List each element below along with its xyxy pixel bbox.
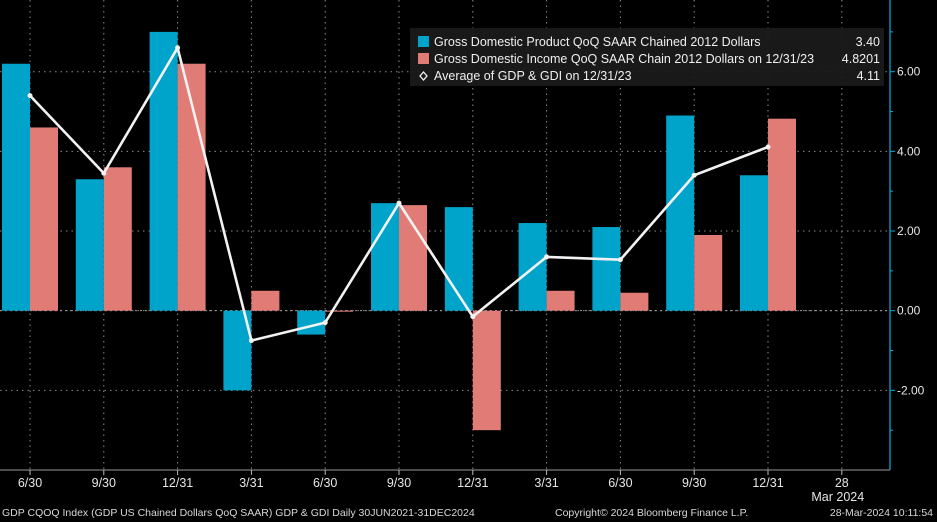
y-tick-label: -2.00 [897,383,925,397]
gdp-bar [740,175,768,311]
gdi-bar [768,118,796,311]
gdi-bar [251,290,280,311]
y-tick-label: 2.00 [897,224,921,238]
gdi-bar [103,167,132,311]
legend-label: Gross Domestic Income QoQ SAAR Chain 201… [434,52,814,66]
legend-value: 4.11 [857,69,880,83]
average-point [691,172,697,178]
y-tick-label: 0.00 [897,304,921,318]
average-point [322,320,328,326]
y-tick-label: 4.00 [897,144,921,158]
legend-item-gdi: Gross Domestic Income QoQ SAAR Chain 201… [418,52,880,66]
x-tick-label: 12/31 [457,476,488,490]
x-tick-label: 12/31 [752,476,783,490]
footer-bar: GDP CQOQ Index (GDP US Chained Dollars Q… [0,504,937,522]
x-tick-label: 6/30 [18,476,42,490]
legend-label: Gross Domestic Product QoQ SAAR Chained … [434,35,761,49]
gdi-bar [694,235,723,311]
gdi-bar [620,292,649,311]
gdi-bar [399,205,427,311]
footer-timestamp: 28-Mar-2024 10:11:54 [829,507,933,519]
gdi-bar [472,310,501,431]
gdp-bar [371,203,399,311]
average-point [101,170,107,176]
x-tick-label: 9/30 [682,476,706,490]
average-point [544,254,550,260]
gdi-bar [30,127,58,311]
x-tick-label: 6/30 [313,476,337,490]
legend-value: 3.40 [856,35,880,49]
gdp-bar [666,115,695,311]
gdp-bar [592,227,621,311]
gdi-bar [325,310,354,312]
average-point [396,200,402,206]
legend-item-gdp: Gross Domestic Product QoQ SAAR Chained … [418,35,880,49]
footer-ticker-description: GDP CQOQ Index (GDP US Chained Dollars Q… [2,507,475,519]
x-tick-label: 6/30 [608,476,632,490]
x-tick-label: 3/31 [534,476,558,490]
legend-box [410,28,884,86]
legend-swatch [418,36,429,47]
gdp-bar [75,179,104,311]
average-point [175,45,181,51]
average-point [617,257,623,263]
gdp-bar [2,63,30,311]
legend: Gross Domestic Product QoQ SAAR Chained … [410,28,884,86]
average-line [27,45,771,344]
x-tick-label: 9/30 [387,476,411,490]
x-tick-label: 9/30 [92,476,116,490]
x-subtitle-label: Mar 2024 [811,490,864,504]
x-tick-label: 3/31 [239,476,263,490]
y-tick-label: 6.00 [897,65,921,79]
legend-label: Average of GDP & GDI on 12/31/23 [434,69,632,83]
x-tick-label: 12/31 [162,476,193,490]
average-point [27,93,33,99]
average-point [765,144,771,150]
legend-diamond-icon [419,71,428,81]
gdi-bar [546,290,575,311]
legend-item-average: Average of GDP & GDI on 12/31/23 4.11 [419,69,880,83]
axes: -2.00 0.00 2.00 4.00 6.00 6/30 9/30 12/31 3/31 6/… [0,0,925,504]
average-point [248,338,254,344]
bars [2,31,796,431]
average-point [470,314,476,320]
legend-value: 4.8201 [842,52,880,66]
legend-swatch [418,53,429,64]
x-tick-label: 28 [835,476,849,490]
footer-copyright: Copyright© 2024 Bloomberg Finance L.P. [555,507,749,519]
gdp-bar [149,31,178,311]
